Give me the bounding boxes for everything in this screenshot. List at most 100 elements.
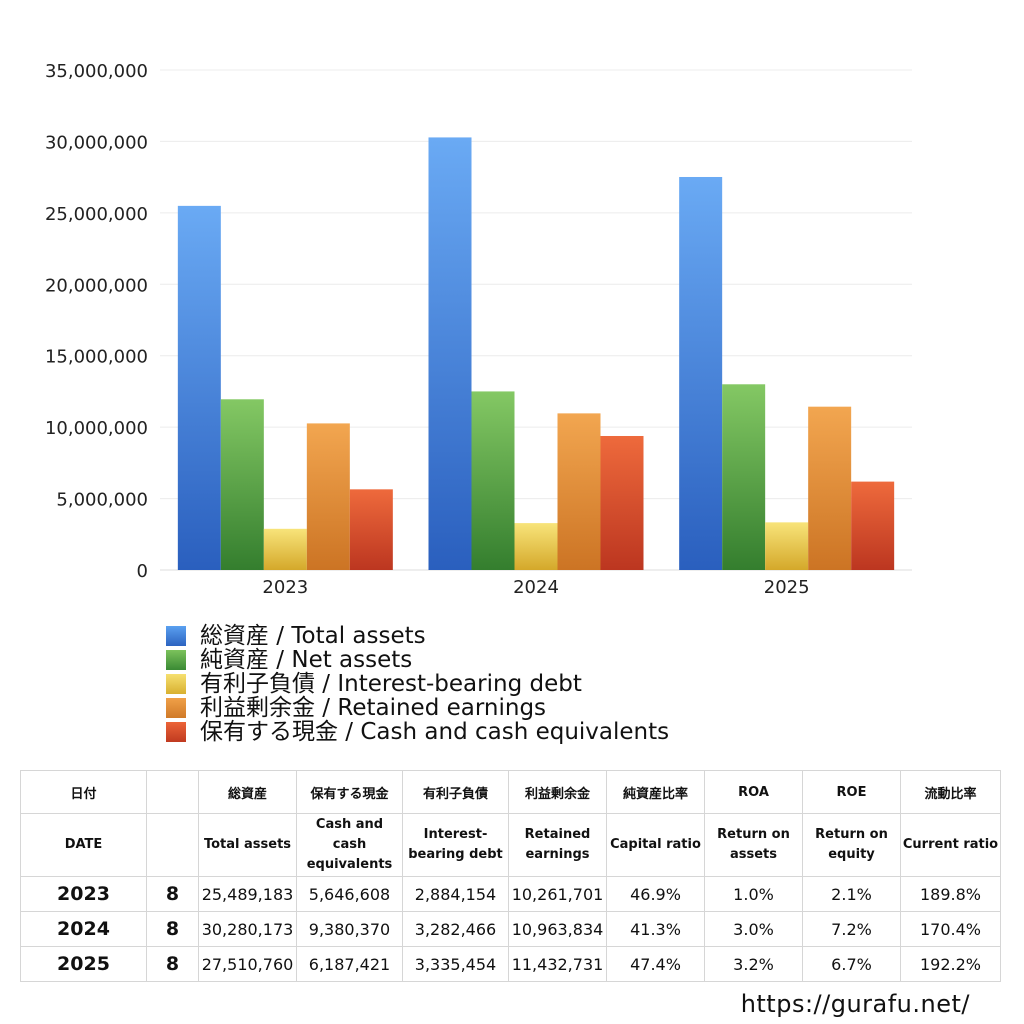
legend-item-total-assets: 総資産 / Total assets: [166, 624, 669, 648]
site-url: https://gurafu.net/: [740, 990, 970, 1018]
table-cell-year: 2025: [20, 946, 147, 982]
table-cell: 25,489,183: [198, 876, 297, 912]
table-cell: 47.4%: [606, 946, 705, 982]
table-cell: 7.2%: [802, 911, 901, 947]
bar-2025-series-4: [851, 481, 895, 570]
table-cell-year: 2023: [20, 876, 147, 912]
x-tick-label: 2023: [262, 577, 308, 598]
y-tick-label: 35,000,000: [45, 61, 148, 82]
table-header-cell: Return on assets: [704, 813, 803, 877]
table-cell: 10,261,701: [508, 876, 607, 912]
bar-2025-series-3: [808, 406, 852, 570]
financial-table: 日付 総資産 保有する現金 有利子負債 利益剰余金 純資産比率 ROA ROE …: [20, 770, 1001, 982]
bar-2025-series-2: [765, 522, 809, 570]
table-cell: 2.1%: [802, 876, 901, 912]
y-tick-label: 20,000,000: [45, 275, 148, 296]
legend-label: 有利子負債 / Interest-bearing debt: [200, 671, 582, 697]
table-cell: 3.2%: [704, 946, 803, 982]
table-cell-month: 8: [146, 911, 199, 947]
table-cell: 6,187,421: [296, 946, 403, 982]
table-cell: 27,510,760: [198, 946, 297, 982]
legend-swatch: [166, 626, 186, 646]
legend-item-retained-earnings: 利益剰余金 / Retained earnings: [166, 696, 669, 720]
table-header-cell: Return on equity: [802, 813, 901, 877]
table-cell: 3,282,466: [402, 911, 509, 947]
table-row: 2025 8 27,510,760 6,187,421 3,335,454 11…: [20, 946, 1001, 982]
table-cell: 170.4%: [900, 911, 1001, 947]
legend-label: 保有する現金 / Cash and cash equivalents: [200, 719, 670, 745]
legend-label: 利益剰余金 / Retained earnings: [200, 695, 547, 721]
legend-item-cash: 保有する現金 / Cash and cash equivalents: [166, 720, 669, 744]
bar-chart: 0 5,000,000 10,000,000 15,000,000 20,000,000…: [45, 61, 912, 598]
bar-2023-series-0: [177, 205, 221, 570]
table-header-cell: 日付: [20, 770, 147, 814]
y-tick-label: 30,000,000: [45, 132, 148, 153]
table-header-cell: 有利子負債: [402, 770, 509, 814]
table-header-cell: ROE: [802, 770, 901, 814]
y-tick-label: 10,000,000: [45, 418, 148, 439]
y-tick-label: 0: [137, 561, 148, 582]
table-cell: 41.3%: [606, 911, 705, 947]
bar-2024-series-2: [514, 523, 558, 570]
legend-swatch: [166, 674, 186, 694]
bar-2023-series-2: [263, 528, 307, 570]
legend-item-interest-bearing-debt: 有利子負債 / Interest-bearing debt: [166, 672, 669, 696]
bar-2023-series-4: [349, 489, 393, 570]
table-header-cell: ROA: [704, 770, 803, 814]
legend-swatch: [166, 722, 186, 742]
y-tick-label: 25,000,000: [45, 204, 148, 225]
table-cell: 189.8%: [900, 876, 1001, 912]
table-cell-month: 8: [146, 946, 199, 982]
table-header-cell: DATE: [20, 813, 147, 877]
bar-2023-series-3: [306, 423, 350, 570]
chart-legend: 総資産 / Total assets 純資産 / Net assets 有利子負…: [166, 624, 669, 744]
table-header-cell: 流動比率: [900, 770, 1001, 814]
table-cell: 3.0%: [704, 911, 803, 947]
table-header-cell: 利益剰余金: [508, 770, 607, 814]
table-row: 2024 8 30,280,173 9,380,370 3,282,466 10…: [20, 911, 1001, 947]
x-tick-label: 2024: [513, 577, 559, 598]
bar-2025-series-0: [679, 176, 723, 570]
y-tick-label: 5,000,000: [56, 490, 148, 511]
table-header-cell: 総資産: [198, 770, 297, 814]
table-cell: 5,646,608: [296, 876, 403, 912]
bar-2024-series-3: [557, 413, 601, 570]
table-cell: 9,380,370: [296, 911, 403, 947]
table-cell: 2,884,154: [402, 876, 509, 912]
bar-2025-series-1: [722, 384, 766, 570]
table-cell: 11,432,731: [508, 946, 607, 982]
table-header-cell: [146, 813, 199, 877]
table-cell: 3,335,454: [402, 946, 509, 982]
legend-label: 純資産 / Net assets: [200, 647, 413, 673]
table-cell: 46.9%: [606, 876, 705, 912]
bar-2024-series-1: [471, 391, 515, 570]
legend-label: 総資産 / Total assets: [200, 623, 426, 649]
table-header-cell: 保有する現金: [296, 770, 403, 814]
bar-2024-series-4: [600, 435, 644, 570]
table-header-cell: Current ratio: [900, 813, 1001, 877]
table-cell: 1.0%: [704, 876, 803, 912]
table-header-row-en: DATE Total assets Cash and cash equivale…: [20, 813, 1001, 877]
table-header-cell: Total assets: [198, 813, 297, 877]
legend-swatch: [166, 650, 186, 670]
table-header-row-jp: 日付 総資産 保有する現金 有利子負債 利益剰余金 純資産比率 ROA ROE …: [20, 770, 1001, 814]
x-tick-label: 2025: [764, 577, 810, 598]
legend-swatch: [166, 698, 186, 718]
table-row: 2023 8 25,489,183 5,646,608 2,884,154 10…: [20, 876, 1001, 912]
table-cell: 30,280,173: [198, 911, 297, 947]
table-header-cell: Retained earnings: [508, 813, 607, 877]
table-cell: 10,963,834: [508, 911, 607, 947]
table-cell-year: 2024: [20, 911, 147, 947]
table-cell: 6.7%: [802, 946, 901, 982]
bar-2023-series-1: [220, 399, 264, 570]
bar-2024-series-0: [428, 137, 472, 571]
legend-item-net-assets: 純資産 / Net assets: [166, 648, 669, 672]
table-header-cell: Capital ratio: [606, 813, 705, 877]
table-header-cell: Interest-bearing debt: [402, 813, 509, 877]
table-cell-month: 8: [146, 876, 199, 912]
table-header-cell: [146, 770, 199, 814]
table-header-cell: 純資産比率: [606, 770, 705, 814]
table-cell: 192.2%: [900, 946, 1001, 982]
table-header-cell: Cash and cash equivalents: [296, 813, 403, 877]
y-tick-label: 15,000,000: [45, 347, 148, 368]
